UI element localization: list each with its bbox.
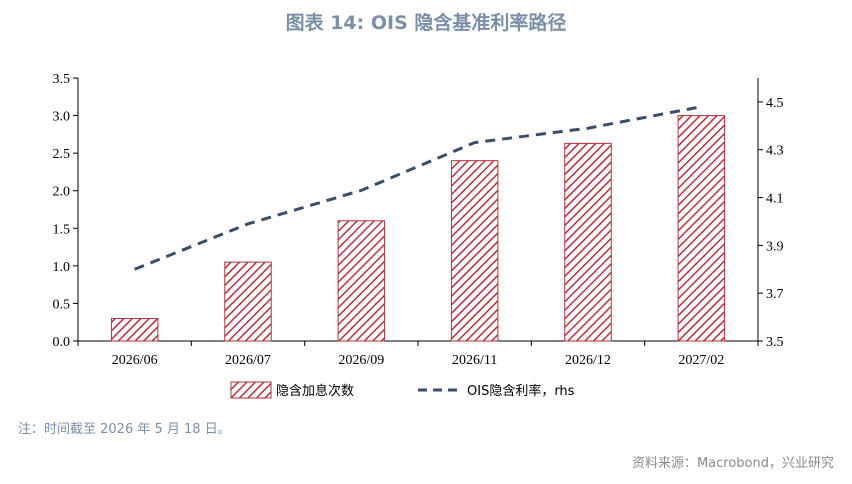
axes: 0.0 0.5 1.0 1.5 2.0 2.5 3.0 3.5 3.5 3.7 3.9 4.1 4.3 4… [53, 72, 784, 368]
x-tick-label: 2026/09 [338, 353, 384, 368]
legend-bar-label: 隐含加息次数 [276, 383, 354, 399]
y-tick-label: 1.0 [53, 260, 71, 275]
bar [677, 115, 726, 342]
source-credit: 资料来源：Macrobond，兴业研究 [631, 456, 834, 471]
bar [450, 160, 499, 342]
y-tick-label: 1.5 [53, 222, 71, 237]
x-tick-label: 2026/12 [565, 353, 611, 368]
bar [224, 261, 272, 342]
legend-bar-swatch [230, 381, 272, 399]
x-tick-label: 2026/06 [112, 353, 158, 368]
ois-rate-line [134, 105, 702, 271]
y-tick-label: 0.5 [53, 297, 71, 312]
y-tick-label: 0.0 [53, 335, 71, 350]
bar [564, 142, 612, 342]
y-tick-label: 3.5 [53, 72, 71, 87]
y2-tick-label: 3.9 [766, 239, 784, 254]
bar [337, 220, 386, 342]
footnote: 注：时间截至 2026 年 5 月 18 日。 [18, 422, 231, 437]
y2-tick-label: 3.7 [766, 287, 784, 302]
y2-tick-label: 4.1 [766, 192, 784, 207]
chart-title: 图表 14: OIS 隐含基准利率路径 [285, 12, 567, 34]
x-tick-label: 2027/02 [678, 353, 724, 368]
x-tick-label: 2026/11 [452, 353, 497, 368]
bar-series [110, 115, 726, 342]
legend: 隐含加息次数 OIS隐含利率，rhs [230, 381, 575, 399]
y2-tick-label: 4.3 [766, 144, 784, 159]
y2-tick-label: 4.5 [766, 96, 784, 111]
legend-line-label: OIS隐含利率，rhs [467, 383, 575, 399]
y-tick-label: 2.0 [53, 185, 71, 200]
y-tick-label: 3.0 [53, 110, 71, 125]
line-series [134, 105, 702, 271]
bar [110, 317, 159, 342]
y2-tick-label: 3.5 [766, 335, 784, 350]
x-tick-label: 2026/07 [225, 353, 271, 368]
y-tick-label: 2.5 [53, 147, 71, 162]
